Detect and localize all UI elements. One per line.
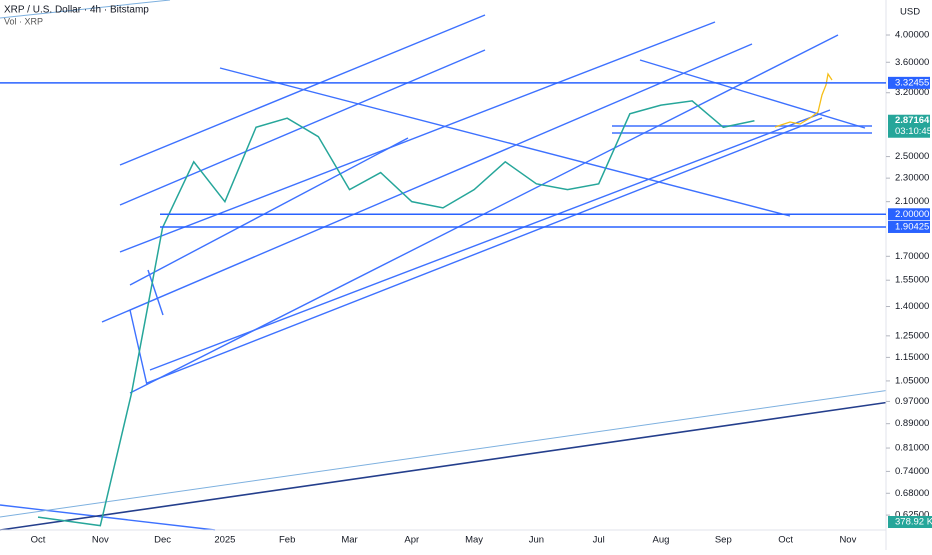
current-price-label: 2.87164: [895, 115, 930, 126]
x-tick-label: Jul: [593, 535, 605, 546]
x-tick-label: Aug: [653, 535, 670, 546]
y-tick-label: 0.68000: [895, 488, 929, 499]
x-tick-label: Dec: [154, 535, 171, 546]
y-tick-label: 2.30000: [895, 173, 929, 184]
x-tick-label: 2025: [214, 535, 235, 546]
price-level-tag: [888, 76, 930, 89]
y-tick-label: 1.25000: [895, 330, 929, 341]
volume-title: Vol · XRP: [4, 16, 43, 26]
y-tick-label: 1.55000: [895, 275, 929, 286]
y-tick-label: 3.60000: [895, 57, 929, 68]
price-level-label: 2.00000: [895, 209, 929, 220]
price-level-label: 1.90425: [895, 221, 929, 232]
chart-title: XRP / U.S. Dollar · 4h · Bitstamp: [4, 5, 149, 16]
y-tick-label: 1.70000: [895, 251, 929, 262]
countdown: 03:10:45: [895, 126, 932, 137]
x-tick-label: Jun: [529, 535, 544, 546]
y-tick-label: 3.20000: [895, 87, 929, 98]
price-line: [37, 100, 755, 527]
y-tick-label: 0.81000: [895, 443, 929, 454]
y-tick-label: 1.05000: [895, 375, 929, 386]
volume-tag: [888, 516, 932, 528]
price-level-tag: [888, 220, 930, 233]
drawings: [0, 0, 891, 531]
x-tick-label: Mar: [341, 535, 357, 546]
x-tick-label: Apr: [404, 535, 419, 546]
price-level-label: 3.32455: [895, 77, 929, 88]
current-price-tag: [888, 114, 930, 138]
y-tick-label: 1.15000: [895, 352, 929, 363]
y-tick-label: 0.74000: [895, 466, 929, 477]
y-tick-label: 4.00000: [895, 30, 929, 41]
x-tick-label: Nov: [92, 535, 109, 546]
volume-label: 378.92 K: [895, 517, 932, 528]
price-level-tag: [888, 208, 930, 221]
y-tick-label: 0.89000: [895, 418, 929, 429]
y-tick-label: 0.62500: [895, 510, 929, 521]
x-tick-label: May: [465, 535, 483, 546]
x-tick-label: Nov: [839, 535, 856, 546]
x-tick-label: Sep: [715, 535, 732, 546]
x-tick-label: Oct: [778, 535, 793, 546]
currency-label: USD: [900, 7, 920, 18]
y-tick-label: 2.50000: [895, 151, 929, 162]
x-tick-label: Feb: [279, 535, 295, 546]
y-tick-label: 2.10000: [895, 196, 929, 207]
y-tick-label: 0.97000: [895, 396, 929, 407]
x-tick-label: Oct: [31, 535, 46, 546]
y-tick-label: 1.40000: [895, 301, 929, 312]
